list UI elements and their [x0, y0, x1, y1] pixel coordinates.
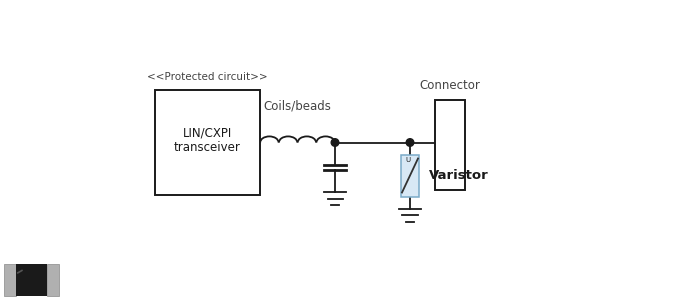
Text: Connector: Connector [419, 79, 480, 92]
Bar [435, 100, 465, 190]
Text: LIN/CXPI
transceiver: LIN/CXPI transceiver [174, 127, 241, 154]
Text: Coils/beads: Coils/beads [264, 100, 331, 112]
Text: U: U [405, 157, 410, 163]
Bar [4, 264, 16, 296]
Circle shape [331, 139, 339, 146]
Bar [155, 90, 260, 195]
Text: Varistor: Varistor [429, 169, 489, 182]
Circle shape [406, 139, 414, 146]
Bar [16, 264, 47, 296]
Bar [47, 264, 59, 296]
Bar [401, 154, 419, 196]
Text: <<Protected circuit>>: <<Protected circuit>> [147, 72, 268, 82]
